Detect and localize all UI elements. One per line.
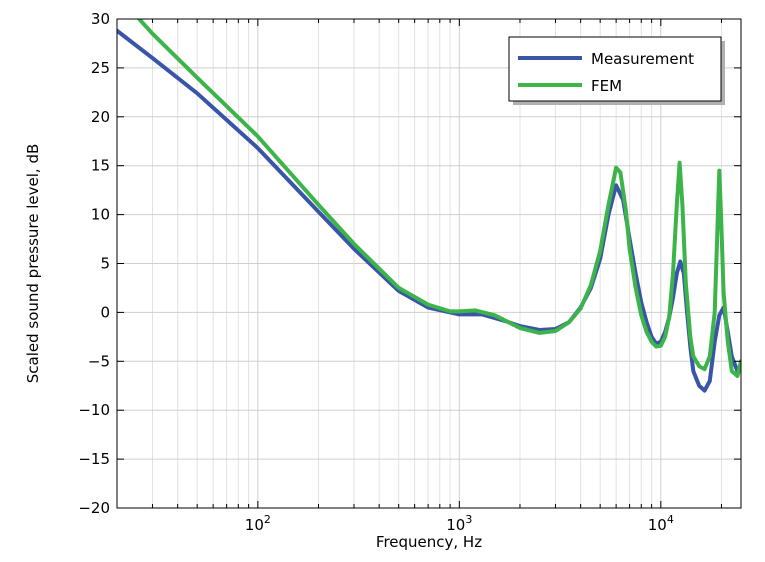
x-tick-label: 103 bbox=[446, 513, 472, 534]
y-tick-label: 25 bbox=[91, 59, 110, 77]
legend-label-measurement: Measurement bbox=[591, 50, 694, 68]
y-tick-label: −15 bbox=[78, 450, 110, 468]
tick-labels: −20 −15 −10 −5 0 5 10 15 20 25 30 102 103 104 bbox=[78, 10, 674, 534]
y-tick-label: 5 bbox=[100, 255, 110, 273]
legend-label-fem: FEM bbox=[591, 77, 622, 95]
x-tick-label: 104 bbox=[648, 513, 674, 534]
y-tick-label: 20 bbox=[91, 108, 110, 126]
y-tick-label: −10 bbox=[78, 401, 110, 419]
axis-ticks bbox=[116, 18, 741, 509]
x-tick-label: 102 bbox=[245, 513, 271, 534]
y-tick-label: −20 bbox=[78, 499, 110, 517]
legend: Measurement FEM bbox=[508, 36, 725, 105]
y-tick-label: 30 bbox=[91, 10, 110, 28]
series-line-fem bbox=[136, 19, 741, 378]
legend-box bbox=[508, 36, 722, 102]
y-axis-label: Scaled sound pressure level, dB bbox=[24, 144, 42, 384]
series-group bbox=[117, 19, 741, 393]
y-tick-label: −5 bbox=[88, 352, 110, 370]
y-tick-label: 10 bbox=[91, 206, 110, 224]
y-tick-label: 0 bbox=[100, 303, 110, 321]
y-tick-label: 15 bbox=[91, 157, 110, 175]
x-axis-label: Frequency, Hz bbox=[376, 533, 482, 551]
